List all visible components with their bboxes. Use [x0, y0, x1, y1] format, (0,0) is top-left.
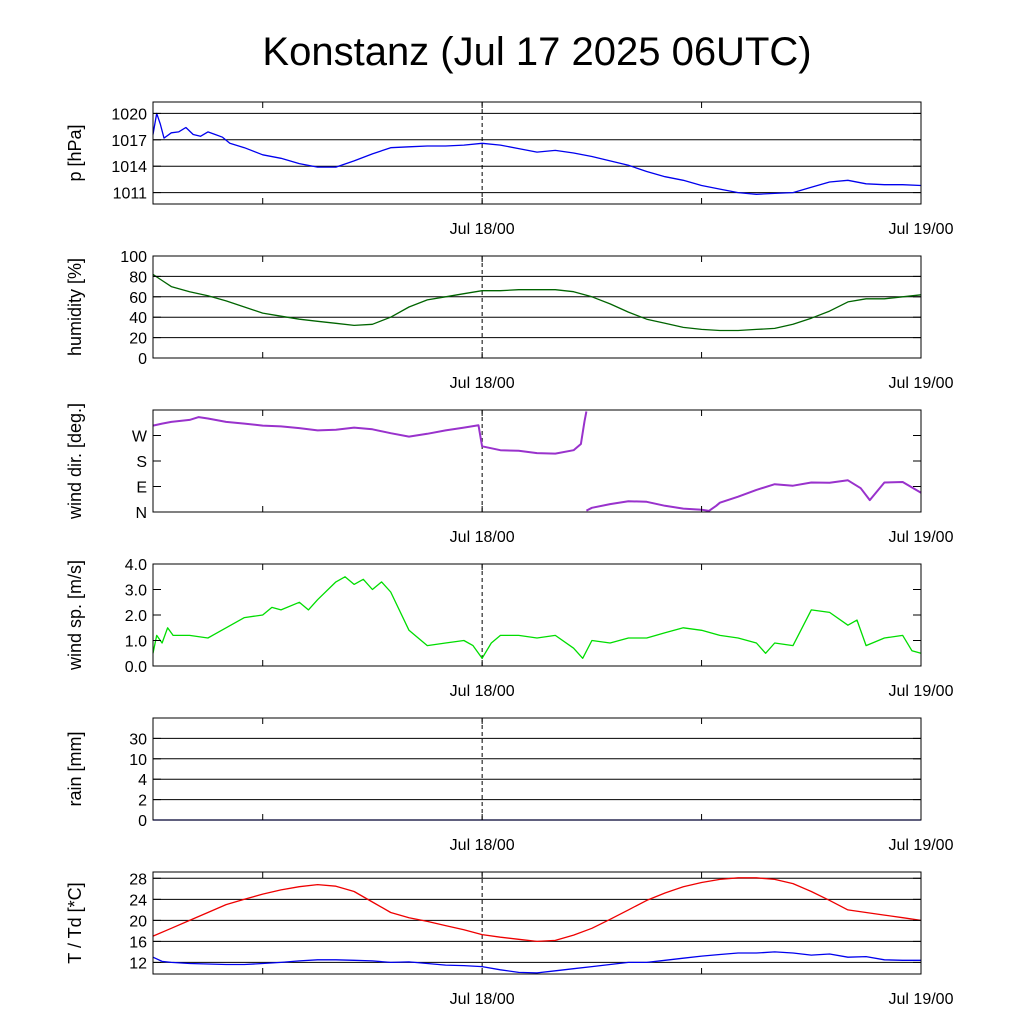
y-tick-label: N	[135, 505, 147, 522]
y-tick-label: 10	[129, 752, 147, 769]
temperature-series-1-line	[152, 951, 921, 974]
x-tick-label: Jul 19/00	[889, 683, 954, 700]
y-tick-label: 60	[129, 290, 147, 307]
y-axis-label: humidity [%]	[65, 258, 85, 356]
y-tick-label: 12	[129, 955, 147, 972]
pressure-series-0-line	[152, 112, 922, 195]
wind-speed-panel: 0.0 1.0 2.0 3.0 4.0 Jul 18/00 Jul 19/00 wind sp…	[65, 557, 954, 700]
x-tick-label: Jul 19/00	[889, 375, 954, 392]
y-tick-label: 20	[129, 913, 147, 930]
y-axis-label: wind dir. [deg.]	[65, 403, 85, 520]
y-tick-label: 1014	[111, 159, 147, 176]
y-tick-label: 4.0	[125, 557, 147, 574]
plot-frame	[152, 255, 922, 359]
x-tick-label: Jul 18/00	[450, 221, 515, 238]
plot-frame	[152, 563, 922, 667]
y-tick-label: 1011	[113, 186, 148, 203]
y-axis-label: rain [mm]	[65, 731, 85, 806]
y-tick-label: 4	[138, 772, 147, 789]
y-tick-label: 1020	[111, 106, 147, 123]
temperature-series-0-line	[152, 877, 922, 943]
y-tick-label: 30	[129, 731, 147, 748]
x-tick-label: Jul 19/00	[889, 837, 954, 854]
y-axis-label: T / Td [*C]	[65, 882, 85, 963]
y-tick-label: 0.0	[125, 659, 147, 676]
wind_dir-series-0-line	[585, 479, 922, 512]
y-tick-label: 28	[129, 871, 147, 888]
chart-title: Konstanz (Jul 17 2025 06UTC)	[262, 30, 811, 74]
y-tick-label: 3.0	[125, 583, 147, 600]
x-tick-label: Jul 18/00	[450, 991, 515, 1008]
x-tick-label: Jul 18/00	[450, 837, 515, 854]
temperature-panel: 12 16 20 24 28 Jul 18/00 Jul 19/00 T / Td [*C]	[65, 871, 954, 1008]
y-tick-label: E	[136, 480, 147, 497]
humidity-series-0-line	[152, 273, 922, 332]
y-tick-label: S	[136, 454, 147, 471]
wind_speed-series-0-line	[152, 576, 922, 659]
wind_dir-series-0-line	[152, 411, 588, 455]
humidity-panel: 0 20 40 60 80 100 Jul 18/00 Jul 19/00 humidity […	[65, 249, 954, 392]
y-tick-label: 24	[129, 892, 147, 909]
x-tick-label: Jul 18/00	[450, 683, 515, 700]
rain-panel: 0 2 4 10 30 Jul 18/00 Jul 19/00 rain [mm]	[65, 717, 954, 854]
y-tick-label: 1017	[111, 133, 147, 150]
y-tick-label: 2.0	[125, 608, 147, 625]
x-tick-label: Jul 19/00	[889, 991, 954, 1008]
x-tick-label: Jul 18/00	[450, 529, 515, 546]
x-tick-label: Jul 18/00	[450, 375, 515, 392]
pressure-panel: 1011 1014 1017 1020 Jul 18/00 Jul 19/00 p [hPa…	[65, 101, 954, 238]
x-tick-label: Jul 19/00	[889, 221, 954, 238]
x-tick-label: Jul 19/00	[889, 529, 954, 546]
y-tick-label: W	[132, 429, 148, 446]
y-tick-label: 2	[138, 793, 147, 810]
y-tick-label: 1.0	[125, 634, 147, 651]
y-tick-label: 16	[129, 934, 147, 951]
y-tick-label: 40	[129, 310, 147, 327]
y-tick-label: 20	[129, 331, 147, 348]
plot-frame	[152, 871, 922, 975]
y-tick-label: 0	[138, 813, 147, 830]
plot-frame	[152, 101, 922, 205]
y-tick-label: 100	[120, 249, 147, 266]
y-axis-label: wind sp. [m/s]	[65, 560, 85, 671]
y-tick-label: 80	[129, 269, 147, 286]
plot-frame	[152, 717, 922, 821]
y-axis-label: p [hPa]	[65, 124, 85, 181]
y-tick-label: 0	[138, 351, 147, 368]
